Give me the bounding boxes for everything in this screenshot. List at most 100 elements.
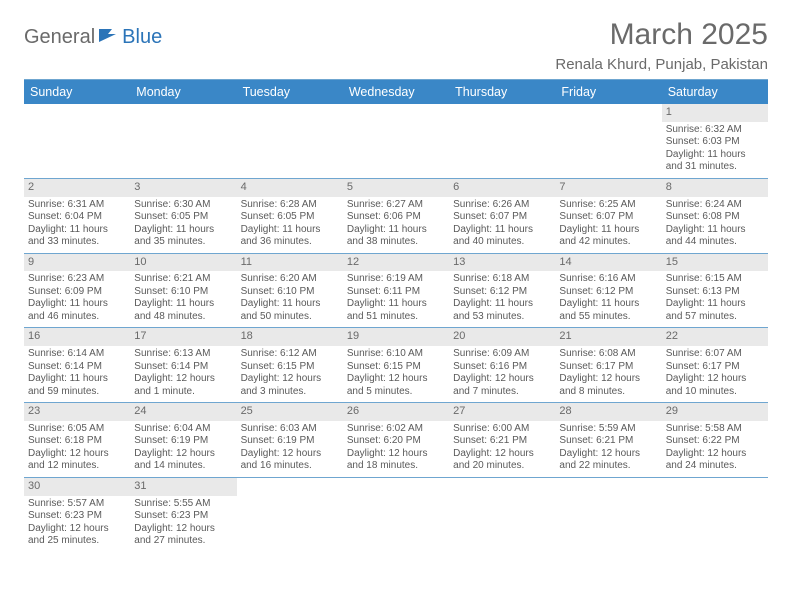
sunset-text: Sunset: 6:07 PM [559,211,657,224]
day-number: 22 [662,328,768,346]
calendar-week-row: 1Sunrise: 6:32 AMSunset: 6:03 PMDaylight… [24,104,768,179]
calendar-day-cell: 10Sunrise: 6:21 AMSunset: 6:10 PMDayligh… [130,254,236,328]
day-number: 16 [24,328,130,346]
daylight-text: Daylight: 11 hours and 59 minutes. [28,373,126,398]
sunrise-text: Sunrise: 5:58 AM [666,423,764,436]
sunset-text: Sunset: 6:21 PM [453,435,551,448]
calendar-week-row: 9Sunrise: 6:23 AMSunset: 6:09 PMDaylight… [24,254,768,329]
calendar-day-cell: 31Sunrise: 5:55 AMSunset: 6:23 PMDayligh… [130,478,236,552]
flag-icon [98,27,120,48]
sunrise-text: Sunrise: 6:20 AM [241,273,339,286]
sunrise-text: Sunrise: 6:24 AM [666,199,764,212]
calendar-week-row: 30Sunrise: 5:57 AMSunset: 6:23 PMDayligh… [24,478,768,552]
calendar-day-cell: 3Sunrise: 6:30 AMSunset: 6:05 PMDaylight… [130,179,236,253]
calendar: SundayMondayTuesdayWednesdayThursdayFrid… [24,79,768,552]
day-number: 21 [555,328,661,346]
day-number: 23 [24,403,130,421]
sunrise-text: Sunrise: 6:32 AM [666,124,764,137]
calendar-day-cell: 2Sunrise: 6:31 AMSunset: 6:04 PMDaylight… [24,179,130,253]
day-number: 24 [130,403,236,421]
day-number: 31 [130,478,236,496]
calendar-day-cell: 30Sunrise: 5:57 AMSunset: 6:23 PMDayligh… [24,478,130,552]
daylight-text: Daylight: 12 hours and 12 minutes. [28,448,126,473]
sunset-text: Sunset: 6:12 PM [559,286,657,299]
calendar-day-cell: 21Sunrise: 6:08 AMSunset: 6:17 PMDayligh… [555,328,661,402]
daylight-text: Daylight: 12 hours and 8 minutes. [559,373,657,398]
day-number: 3 [130,179,236,197]
sunset-text: Sunset: 6:18 PM [28,435,126,448]
calendar-header-row: SundayMondayTuesdayWednesdayThursdayFrid… [24,80,768,104]
calendar-header-cell: Saturday [662,80,768,104]
daylight-text: Daylight: 12 hours and 7 minutes. [453,373,551,398]
daylight-text: Daylight: 12 hours and 5 minutes. [347,373,445,398]
sunrise-text: Sunrise: 6:21 AM [134,273,232,286]
daylight-text: Daylight: 12 hours and 24 minutes. [666,448,764,473]
sunrise-text: Sunrise: 6:30 AM [134,199,232,212]
page-title: March 2025 [555,18,768,52]
sunrise-text: Sunrise: 6:14 AM [28,348,126,361]
calendar-day-cell: 8Sunrise: 6:24 AMSunset: 6:08 PMDaylight… [662,179,768,253]
sunset-text: Sunset: 6:10 PM [241,286,339,299]
calendar-empty-cell [343,104,449,178]
calendar-day-cell: 23Sunrise: 6:05 AMSunset: 6:18 PMDayligh… [24,403,130,477]
daylight-text: Daylight: 11 hours and 38 minutes. [347,224,445,249]
daylight-text: Daylight: 12 hours and 25 minutes. [28,523,126,548]
sunrise-text: Sunrise: 6:12 AM [241,348,339,361]
calendar-header-cell: Monday [130,80,236,104]
sunset-text: Sunset: 6:15 PM [347,361,445,374]
day-number: 10 [130,254,236,272]
calendar-day-cell: 11Sunrise: 6:20 AMSunset: 6:10 PMDayligh… [237,254,343,328]
daylight-text: Daylight: 11 hours and 31 minutes. [666,149,764,174]
sunrise-text: Sunrise: 6:08 AM [559,348,657,361]
sunset-text: Sunset: 6:13 PM [666,286,764,299]
daylight-text: Daylight: 11 hours and 40 minutes. [453,224,551,249]
daylight-text: Daylight: 11 hours and 51 minutes. [347,298,445,323]
calendar-body: 1Sunrise: 6:32 AMSunset: 6:03 PMDaylight… [24,104,768,552]
day-number: 12 [343,254,449,272]
day-number: 28 [555,403,661,421]
calendar-empty-cell [449,104,555,178]
logo-word1: General [24,26,95,49]
day-number: 17 [130,328,236,346]
logo-word2: Blue [122,26,162,49]
top-bar: General Blue March 2025 Renala Khurd, Pu… [24,18,768,73]
sunset-text: Sunset: 6:09 PM [28,286,126,299]
day-number: 20 [449,328,555,346]
daylight-text: Daylight: 12 hours and 18 minutes. [347,448,445,473]
day-number: 30 [24,478,130,496]
day-number: 2 [24,179,130,197]
calendar-week-row: 23Sunrise: 6:05 AMSunset: 6:18 PMDayligh… [24,403,768,478]
sunset-text: Sunset: 6:08 PM [666,211,764,224]
calendar-week-row: 2Sunrise: 6:31 AMSunset: 6:04 PMDaylight… [24,179,768,254]
daylight-text: Daylight: 11 hours and 42 minutes. [559,224,657,249]
day-number: 7 [555,179,661,197]
sunrise-text: Sunrise: 6:15 AM [666,273,764,286]
sunrise-text: Sunrise: 6:10 AM [347,348,445,361]
daylight-text: Daylight: 12 hours and 16 minutes. [241,448,339,473]
calendar-day-cell: 22Sunrise: 6:07 AMSunset: 6:17 PMDayligh… [662,328,768,402]
day-number: 14 [555,254,661,272]
calendar-day-cell: 28Sunrise: 5:59 AMSunset: 6:21 PMDayligh… [555,403,661,477]
sunrise-text: Sunrise: 6:27 AM [347,199,445,212]
day-number: 5 [343,179,449,197]
sunset-text: Sunset: 6:19 PM [241,435,339,448]
calendar-day-cell: 14Sunrise: 6:16 AMSunset: 6:12 PMDayligh… [555,254,661,328]
sunrise-text: Sunrise: 6:00 AM [453,423,551,436]
calendar-empty-cell [555,478,661,552]
calendar-empty-cell [130,104,236,178]
sunset-text: Sunset: 6:07 PM [453,211,551,224]
calendar-empty-cell [449,478,555,552]
calendar-day-cell: 1Sunrise: 6:32 AMSunset: 6:03 PMDaylight… [662,104,768,178]
sunset-text: Sunset: 6:12 PM [453,286,551,299]
sunrise-text: Sunrise: 6:16 AM [559,273,657,286]
sunset-text: Sunset: 6:03 PM [666,136,764,149]
calendar-header-cell: Thursday [449,80,555,104]
sunrise-text: Sunrise: 6:28 AM [241,199,339,212]
calendar-header-cell: Sunday [24,80,130,104]
calendar-empty-cell [662,478,768,552]
calendar-day-cell: 15Sunrise: 6:15 AMSunset: 6:13 PMDayligh… [662,254,768,328]
sunrise-text: Sunrise: 6:18 AM [453,273,551,286]
sunrise-text: Sunrise: 6:13 AM [134,348,232,361]
sunrise-text: Sunrise: 6:03 AM [241,423,339,436]
daylight-text: Daylight: 11 hours and 36 minutes. [241,224,339,249]
